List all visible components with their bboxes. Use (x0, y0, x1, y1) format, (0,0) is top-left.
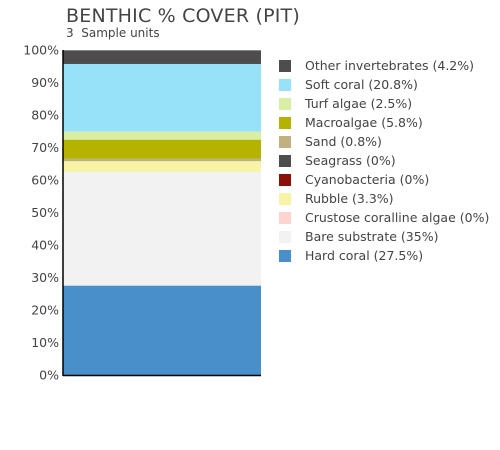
legend-swatch (279, 230, 291, 243)
legend-swatch (279, 154, 291, 167)
legend-swatch (279, 192, 291, 205)
legend-label: Cyanobacteria (0%) (305, 172, 430, 187)
bar-segment-turf-algae (63, 131, 261, 140)
legend-label: Bare substrate (35%) (305, 229, 439, 244)
y-tick-label: 20% (31, 303, 59, 318)
legend-label: Seagrass (0%) (305, 153, 396, 168)
bar-segment-rubble (63, 161, 261, 172)
chart-legend: Other invertebrates (4.2%) Soft coral (20… (279, 56, 494, 265)
legend-label: Sand (0.8%) (305, 134, 382, 149)
legend-swatch (279, 135, 291, 148)
legend-item-sand[interactable]: Sand (0.8%) (279, 132, 494, 151)
y-tick-label: 50% (31, 205, 59, 220)
legend-label: Turf algae (2.5%) (305, 96, 413, 111)
y-tick-label: 60% (31, 173, 59, 188)
legend-swatch (279, 211, 291, 224)
y-tick-label: 40% (31, 238, 59, 253)
legend-item-rubble[interactable]: Rubble (3.3%) (279, 189, 494, 208)
legend-item-turf-algae[interactable]: Turf algae (2.5%) (279, 94, 494, 113)
bar-segment-macroalgae (63, 139, 261, 159)
y-tick-label: 10% (31, 335, 59, 350)
legend-swatch (279, 249, 291, 262)
bar-segment-hard-coral (63, 285, 261, 375)
legend-swatch (279, 97, 291, 110)
legend-item-bare-substrate[interactable]: Bare substrate (35%) (279, 227, 494, 246)
bar-segment-bare-substrate (63, 171, 261, 286)
y-tick-label: 90% (31, 75, 59, 90)
chart-title: BENTHIC % COVER (PIT) (66, 5, 300, 27)
y-tick-label: 80% (31, 108, 59, 123)
legend-item-cyanobacteria[interactable]: Cyanobacteria (0%) (279, 170, 494, 189)
y-tick-label: 70% (31, 140, 59, 155)
legend-item-soft-coral[interactable]: Soft coral (20.8%) (279, 75, 494, 94)
bar-segment-other-invertebrates (63, 50, 261, 64)
legend-item-crustose-coralline-algae[interactable]: Crustose coralline algae (0%) (279, 208, 494, 227)
legend-label: Other invertebrates (4.2%) (305, 58, 475, 73)
y-tick-label: 0% (39, 368, 59, 383)
y-tick-label: 100% (23, 43, 59, 58)
chart-subtitle: 3 Sample units (66, 26, 160, 40)
legend-label: Hard coral (27.5%) (305, 248, 424, 263)
legend-swatch (279, 78, 291, 91)
bar-segment-sand (63, 158, 261, 162)
legend-swatch (279, 59, 291, 72)
y-tick-label: 30% (31, 270, 59, 285)
legend-item-hard-coral[interactable]: Hard coral (27.5%) (279, 246, 494, 265)
legend-item-other-invertebrates[interactable]: Other invertebrates (4.2%) (279, 56, 494, 75)
legend-label: Crustose coralline algae (0%) (305, 210, 490, 225)
legend-swatch (279, 116, 291, 129)
legend-item-seagrass[interactable]: Seagrass (0%) (279, 151, 494, 170)
legend-swatch (279, 173, 291, 186)
legend-label: Macroalgae (5.8%) (305, 115, 423, 130)
legend-label: Rubble (3.3%) (305, 191, 394, 206)
bar-segment-soft-coral (63, 63, 261, 132)
legend-label: Soft coral (20.8%) (305, 77, 418, 92)
legend-item-macroalgae[interactable]: Macroalgae (5.8%) (279, 113, 494, 132)
